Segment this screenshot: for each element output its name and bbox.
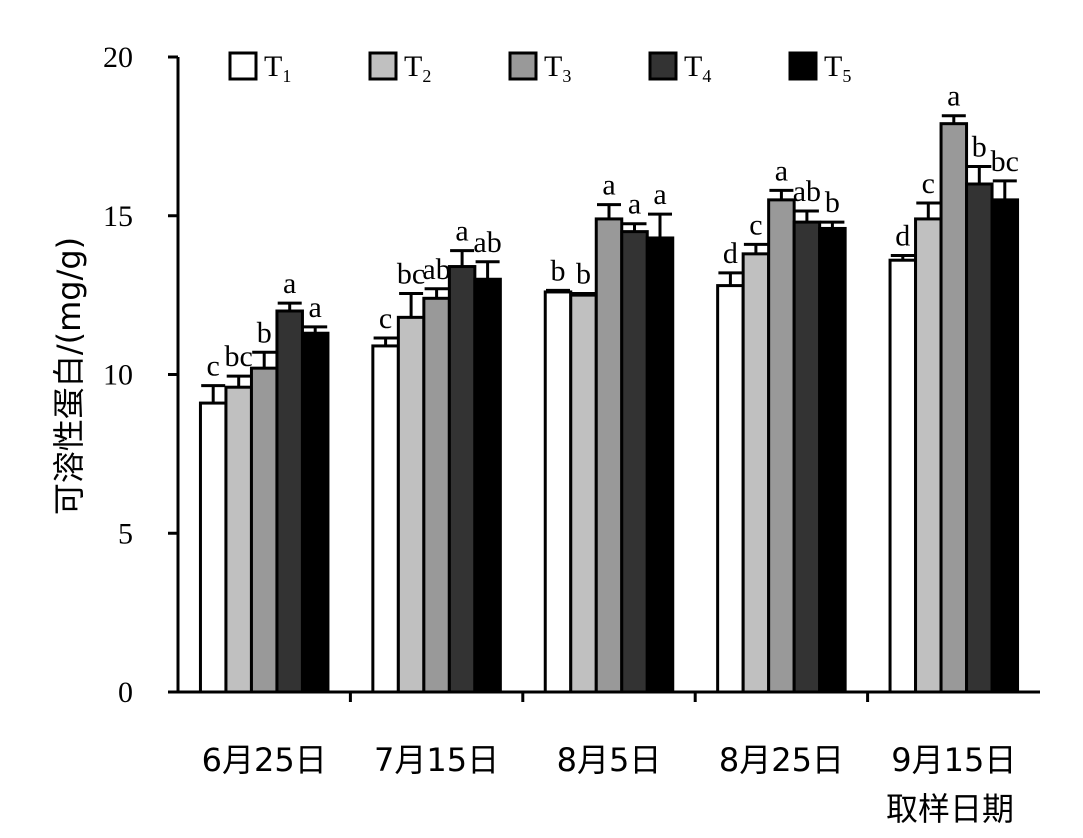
significance-label: a [455, 215, 468, 248]
legend-swatch [648, 51, 678, 81]
bar [620, 230, 649, 694]
significance-label: b [825, 186, 840, 219]
legend-label: T5 [824, 50, 851, 86]
significance-label: b [257, 316, 272, 349]
bar [914, 217, 943, 694]
significance-label: d [895, 219, 910, 252]
bar [198, 401, 228, 694]
y-axis-title: 可溶性蛋白/(mg/g) [50, 237, 88, 515]
bar [594, 217, 624, 694]
legend-swatch [368, 51, 398, 81]
bar [422, 296, 451, 694]
bar [990, 198, 1020, 694]
significance-label: b [551, 254, 566, 287]
significance-label: c [207, 350, 220, 383]
bar [645, 236, 675, 694]
legend-label: T1 [264, 50, 291, 86]
significance-label: a [602, 169, 615, 202]
bar [396, 315, 426, 694]
bars [198, 114, 1020, 694]
x-axis-title: 取样日期 [886, 790, 1014, 828]
y-tick-label: 0 [118, 676, 133, 709]
axes: 0 5 10 15 20 6月25日 7月15日 8月5日 8月25日 9月15日 [103, 41, 1040, 779]
legend-swatch [788, 51, 818, 81]
y-tick-label: 5 [118, 517, 133, 550]
x-tick-label: 8月5日 [557, 741, 662, 779]
significance-label: c [379, 302, 392, 335]
bar [543, 290, 573, 694]
bar [888, 258, 918, 694]
bar [818, 226, 847, 694]
bar [447, 265, 477, 694]
bar [473, 277, 502, 694]
significance-label: a [653, 178, 666, 211]
significance-label: d [723, 237, 738, 270]
x-tick-label: 7月15日 [374, 741, 499, 779]
significance-label: a [309, 291, 322, 324]
y-tick-label: 20 [103, 41, 133, 74]
bar [371, 344, 400, 694]
significance-label: ab [473, 226, 501, 259]
legend-label: T3 [544, 50, 571, 86]
legend: T1 T2 T3 T4 T5 [228, 50, 851, 86]
significance-label: bc [225, 340, 253, 373]
significance-label: b [972, 131, 987, 164]
bar [792, 220, 822, 694]
significance-label: bc [397, 258, 425, 291]
y-tick-label: 15 [103, 200, 133, 233]
bar [224, 385, 253, 694]
x-tick-label: 6月25日 [202, 741, 327, 779]
x-tick-label: 8月25日 [719, 741, 844, 779]
bar [741, 252, 771, 694]
significance-label: c [749, 208, 762, 241]
legend-swatch [228, 51, 258, 81]
significance-label: a [628, 188, 641, 221]
legend-swatch [508, 51, 538, 81]
bar [716, 284, 745, 694]
significance-label: a [775, 154, 788, 187]
bar [275, 309, 304, 694]
significance-label: ab [422, 253, 450, 286]
legend-label: T4 [684, 50, 711, 86]
significance-label: ab [793, 175, 821, 208]
significance-label: bc [991, 145, 1019, 178]
significance-label: b [576, 258, 591, 291]
bar [569, 293, 598, 694]
x-tick-label: 9月15日 [891, 741, 1016, 779]
bar [767, 198, 796, 694]
significance-label: a [283, 267, 296, 300]
bar [300, 331, 330, 694]
significance-label: c [922, 167, 935, 200]
bar [249, 366, 279, 694]
significance-label: a [947, 80, 960, 113]
bar [939, 122, 969, 694]
bar [965, 182, 994, 694]
legend-label: T2 [404, 50, 431, 86]
y-tick-label: 10 [103, 359, 133, 392]
